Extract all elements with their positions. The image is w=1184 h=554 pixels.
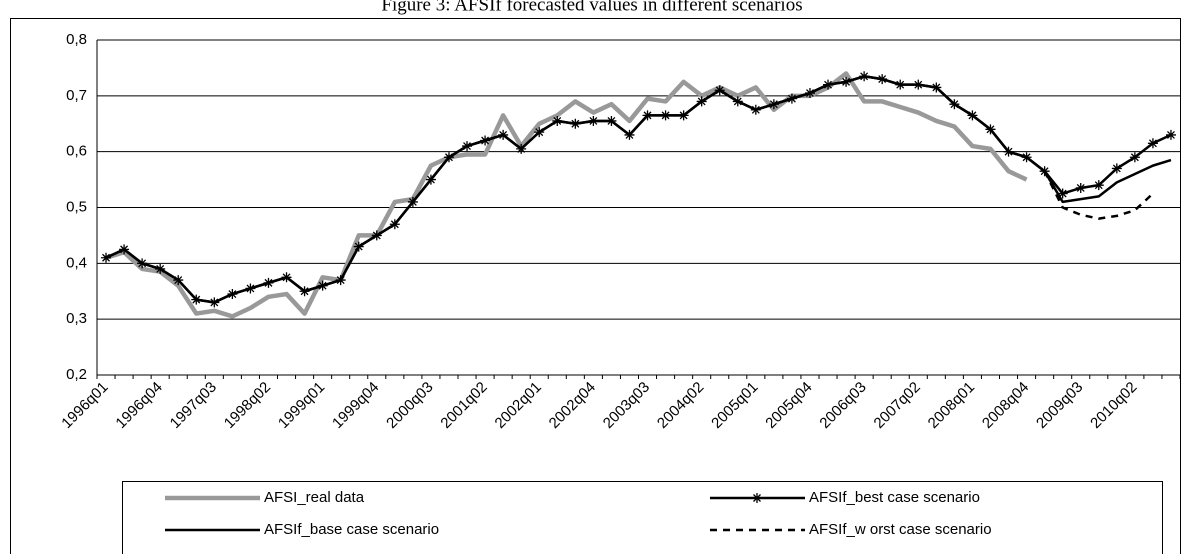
- point-marker: [624, 129, 635, 140]
- point-marker: [137, 258, 148, 269]
- point-marker: [1111, 163, 1122, 174]
- chart-frame: [10, 18, 1181, 554]
- point-marker: [552, 115, 563, 126]
- series-line: [1043, 170, 1154, 220]
- point-marker: [281, 272, 292, 283]
- x-tick-label: 2005q01: [708, 379, 761, 432]
- point-marker: [173, 275, 184, 286]
- point-marker: [786, 93, 797, 104]
- point-marker: [895, 79, 906, 90]
- x-tick-label: 2007q02: [871, 379, 924, 432]
- point-marker: [227, 289, 238, 300]
- x-tick-label: 1996q04: [112, 379, 165, 432]
- point-marker: [119, 244, 130, 255]
- point-marker: [949, 99, 960, 110]
- y-tick-label: 0,5: [66, 198, 87, 215]
- point-marker: [877, 74, 888, 85]
- point-marker: [425, 174, 436, 185]
- y-tick-label: 0,3: [66, 310, 87, 327]
- y-tick-label: 0,2: [66, 366, 87, 383]
- point-marker: [931, 82, 942, 93]
- x-tick-label: 1999q01: [275, 379, 328, 432]
- point-marker: [859, 71, 870, 82]
- point-marker: [1165, 129, 1176, 140]
- point-marker: [1021, 152, 1032, 163]
- point-marker: [696, 96, 707, 107]
- y-tick-label: 0,7: [66, 87, 87, 104]
- point-marker: [155, 263, 166, 274]
- legend-label: AFSIf_w orst case scenario: [809, 521, 992, 538]
- point-marker: [480, 135, 491, 146]
- point-marker: [588, 115, 599, 126]
- y-tick-label: 0,4: [66, 254, 87, 271]
- point-marker: [750, 104, 761, 115]
- point-marker: [498, 129, 509, 140]
- legend-label: AFSIf_base case scenario: [264, 521, 439, 538]
- point-marker: [389, 219, 400, 230]
- point-marker: [967, 110, 978, 121]
- y-tick-label: 0,6: [66, 143, 87, 160]
- point-marker: [353, 241, 364, 252]
- x-tick-label: 1998q02: [221, 379, 274, 432]
- point-marker: [191, 294, 202, 305]
- x-tick-label: 2006q03: [816, 379, 869, 432]
- point-marker: [245, 283, 256, 294]
- x-tick-label: 1996q01: [58, 379, 111, 432]
- point-marker: [714, 85, 725, 96]
- point-marker: [642, 110, 653, 121]
- point-marker: [516, 143, 527, 154]
- point-marker: [606, 115, 617, 126]
- x-tick-label: 2009q03: [1033, 379, 1086, 432]
- point-marker: [407, 196, 418, 207]
- legend-label: AFSI_real data: [264, 489, 365, 506]
- x-tick-label: 2002q04: [546, 379, 599, 432]
- point-marker: [913, 79, 924, 90]
- legend-label: AFSIf_best case scenario: [809, 489, 980, 506]
- point-marker: [678, 110, 689, 121]
- x-tick-label: 2005q04: [762, 379, 815, 432]
- x-tick-label: 2008q01: [925, 379, 978, 432]
- point-marker: [841, 76, 852, 87]
- series-line: [105, 71, 1028, 319]
- point-marker: [299, 286, 310, 297]
- x-tick-label: 2003q03: [600, 379, 653, 432]
- point-marker: [101, 252, 112, 263]
- point-marker: [534, 127, 545, 138]
- point-marker: [660, 110, 671, 121]
- x-tick-label: 1997q03: [167, 379, 220, 432]
- point-marker: [263, 277, 274, 288]
- point-marker: [732, 96, 743, 107]
- point-marker: [1003, 146, 1014, 157]
- point-marker: [570, 118, 581, 129]
- x-tick-label: 1999q04: [329, 379, 382, 432]
- point-marker: [462, 141, 473, 152]
- point-marker: [209, 297, 220, 308]
- point-marker: [443, 152, 454, 163]
- x-tick-label: 2002q01: [492, 379, 545, 432]
- x-tick-label: 2008q04: [979, 379, 1032, 432]
- point-marker: [1129, 152, 1140, 163]
- point-marker: [317, 280, 328, 291]
- point-marker: [1147, 138, 1158, 149]
- point-marker: [1039, 166, 1050, 177]
- x-tick-label: 2004q02: [654, 379, 707, 432]
- point-marker: [1075, 182, 1086, 193]
- point-marker: [1057, 188, 1068, 199]
- x-tick-label: 2010q02: [1087, 379, 1140, 432]
- point-marker: [768, 99, 779, 110]
- point-marker: [1093, 180, 1104, 191]
- y-tick-label: 0,8: [66, 31, 87, 48]
- point-marker: [371, 230, 382, 241]
- point-marker: [823, 79, 834, 90]
- point-marker: [804, 88, 815, 99]
- chart-title: Figure 3: AFSIf forecasted values in dif…: [381, 0, 802, 15]
- point-marker: [985, 124, 996, 135]
- legend-marker: [752, 493, 762, 503]
- x-tick-label: 2001q02: [437, 379, 490, 432]
- x-tick-label: 2000q03: [383, 379, 436, 432]
- point-marker: [335, 275, 346, 286]
- legend-box: [122, 481, 1163, 554]
